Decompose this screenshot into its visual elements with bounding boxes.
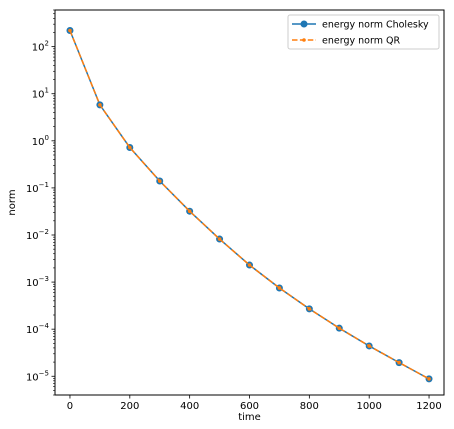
data-point xyxy=(68,28,72,33)
y-tick-label: 101 xyxy=(32,87,49,101)
x-tick-label: 1000 xyxy=(356,401,381,412)
data-point xyxy=(98,103,102,107)
data-point xyxy=(157,179,162,183)
legend-frame xyxy=(287,14,440,50)
y-axis-label: norm xyxy=(7,189,18,215)
x-axis-label: time xyxy=(238,412,261,423)
data-point xyxy=(247,263,252,267)
y-tick-label: 10−4 xyxy=(26,322,50,336)
axis-ticks: 0 200 400 600 800 1000 1200 102 101 100 10−1 10−2 10… xyxy=(26,9,442,412)
data-point xyxy=(307,307,312,311)
data-point xyxy=(337,326,342,330)
legend: energy norm Cholesky energy norm QR xyxy=(287,14,440,50)
data-point xyxy=(427,377,431,381)
y-tick-label: 102 xyxy=(32,40,49,54)
data-point xyxy=(217,237,222,241)
y-tick-label: 10−2 xyxy=(26,228,49,242)
x-tick-label: 800 xyxy=(300,401,319,412)
plot-frame xyxy=(54,9,445,396)
series-layer xyxy=(66,27,433,383)
data-point xyxy=(277,286,282,290)
legend-marker-1 xyxy=(300,20,308,28)
data-point xyxy=(367,344,371,348)
y-tick-label: 100 xyxy=(32,134,49,148)
data-point xyxy=(187,209,192,214)
x-tick-label: 600 xyxy=(240,401,259,412)
legend-label-2: energy norm QR xyxy=(322,36,400,47)
y-tick-label: 10−1 xyxy=(26,181,49,195)
legend-label-1: energy norm Cholesky xyxy=(322,20,429,31)
x-tick-label: 200 xyxy=(120,401,139,412)
data-point xyxy=(397,360,401,365)
data-point xyxy=(128,145,132,150)
x-tick-label: 0 xyxy=(67,401,73,412)
legend-marker-2 xyxy=(302,38,306,42)
y-tick-label: 10−3 xyxy=(26,275,49,289)
x-tick-label: 1200 xyxy=(416,401,441,412)
y-tick-label: 10−5 xyxy=(26,369,49,383)
x-tick-label: 400 xyxy=(180,401,199,412)
